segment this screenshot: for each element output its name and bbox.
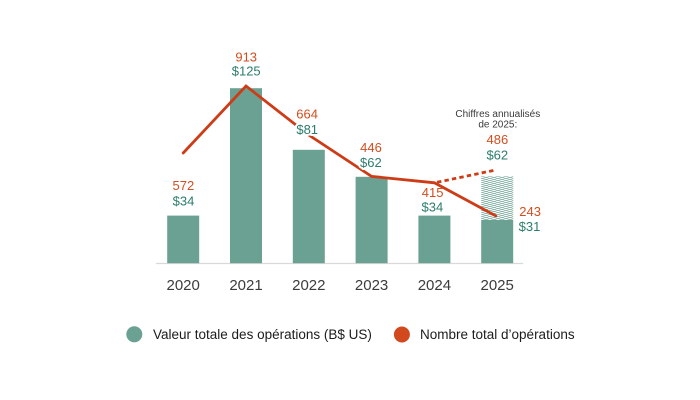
svg-text:$81: $81 xyxy=(296,122,318,137)
svg-text:2024: 2024 xyxy=(418,277,451,294)
svg-text:2021: 2021 xyxy=(229,277,262,294)
svg-text:Valeur totale des opérations (: Valeur totale des opérations (B$ US) xyxy=(153,327,372,342)
svg-text:415: 415 xyxy=(422,185,444,200)
svg-text:2022: 2022 xyxy=(292,277,325,294)
svg-text:2025: 2025 xyxy=(481,277,514,294)
svg-text:Nombre total d’opérations: Nombre total d’opérations xyxy=(420,327,575,342)
svg-text:de 2025:: de 2025: xyxy=(478,120,517,131)
svg-text:486: 486 xyxy=(487,132,509,147)
svg-text:$62: $62 xyxy=(486,147,508,162)
svg-text:$31: $31 xyxy=(519,219,541,234)
svg-text:$34: $34 xyxy=(422,200,444,215)
svg-text:$62: $62 xyxy=(360,155,382,170)
svg-text:446: 446 xyxy=(360,140,382,155)
svg-text:$125: $125 xyxy=(232,63,261,78)
svg-text:243: 243 xyxy=(519,204,541,219)
svg-text:664: 664 xyxy=(296,106,318,121)
svg-text:2020: 2020 xyxy=(167,277,200,294)
svg-text:Chiffres annualisés: Chiffres annualisés xyxy=(455,109,540,120)
svg-text:$34: $34 xyxy=(173,193,195,208)
svg-text:2023: 2023 xyxy=(355,277,388,294)
svg-text:572: 572 xyxy=(173,178,195,193)
svg-text:913: 913 xyxy=(235,49,257,64)
